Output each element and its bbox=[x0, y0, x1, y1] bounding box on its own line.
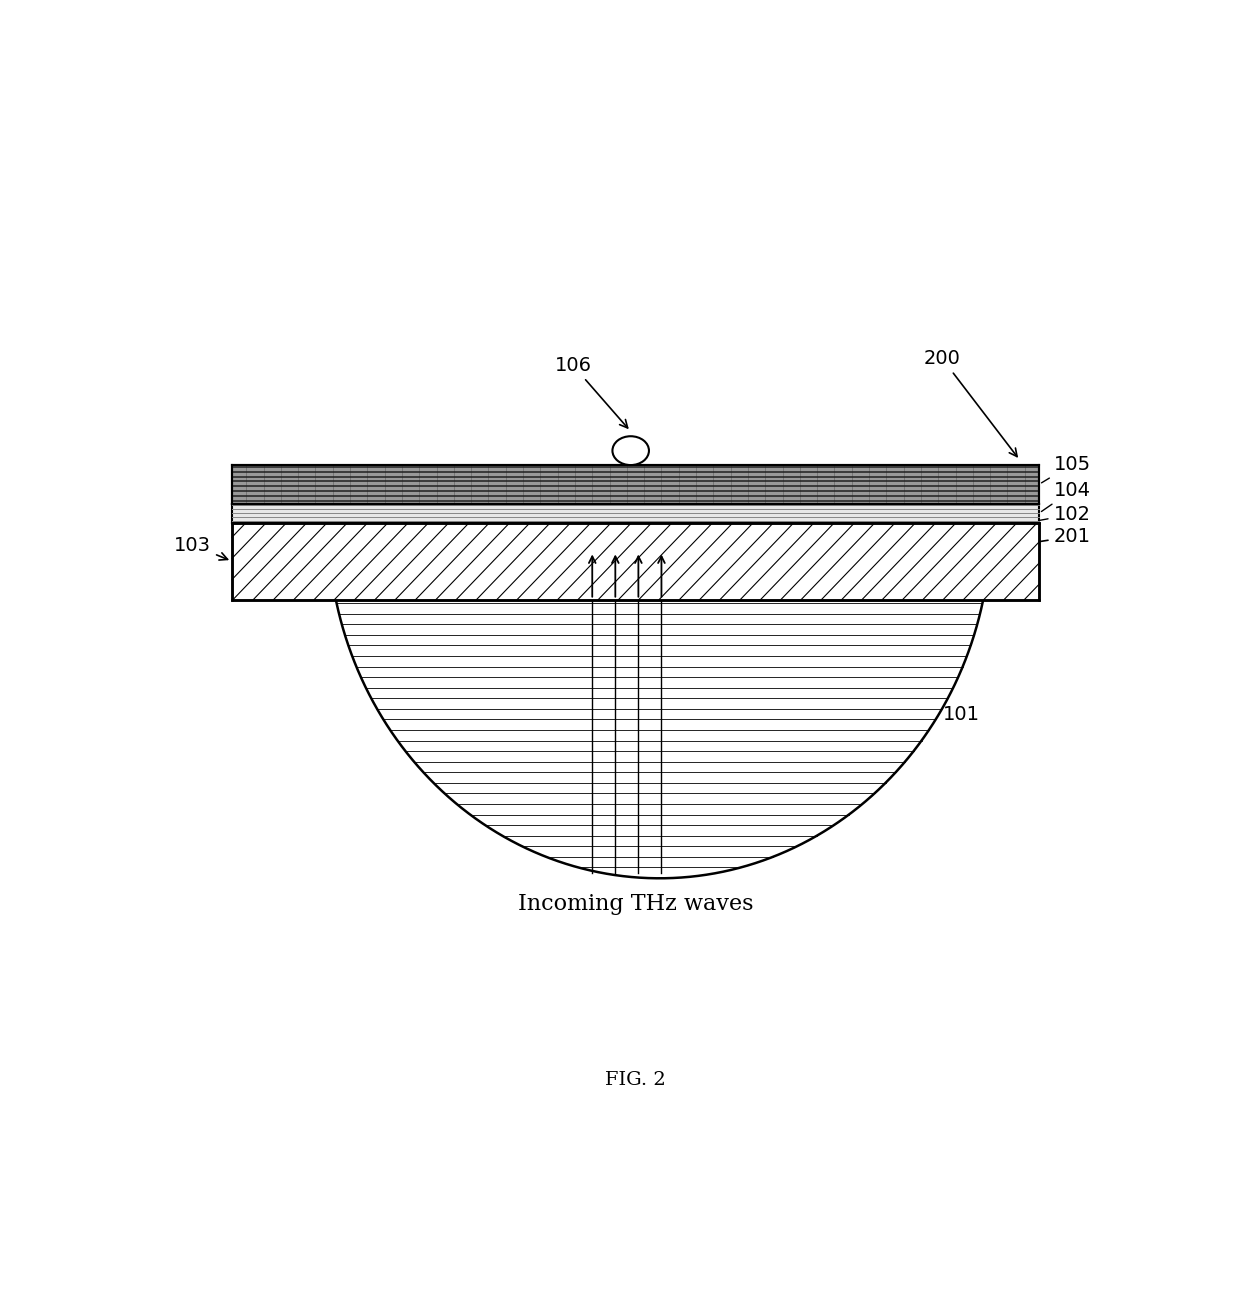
Text: FIG. 2: FIG. 2 bbox=[605, 1071, 666, 1089]
Text: 103: 103 bbox=[174, 536, 228, 559]
Text: 104: 104 bbox=[1042, 481, 1090, 512]
Text: 102: 102 bbox=[998, 505, 1090, 528]
Text: 101: 101 bbox=[942, 704, 980, 724]
Bar bbox=[232, 504, 1039, 523]
Text: 105: 105 bbox=[1042, 455, 1091, 483]
Ellipse shape bbox=[613, 437, 649, 465]
Text: 200: 200 bbox=[924, 349, 1017, 456]
Bar bbox=[232, 465, 1039, 504]
Polygon shape bbox=[327, 523, 991, 879]
Text: Incoming THz waves: Incoming THz waves bbox=[518, 893, 753, 915]
Bar bbox=[232, 523, 1039, 599]
Text: 106: 106 bbox=[554, 355, 627, 428]
Text: 201: 201 bbox=[981, 527, 1090, 553]
